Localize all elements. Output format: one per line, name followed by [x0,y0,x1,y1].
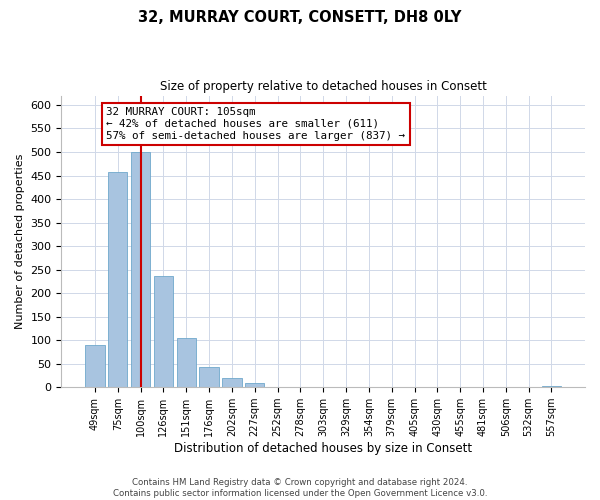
Text: 32 MURRAY COURT: 105sqm
← 42% of detached houses are smaller (611)
57% of semi-d: 32 MURRAY COURT: 105sqm ← 42% of detache… [106,108,406,140]
Bar [222,378,242,387]
Bar [85,345,104,387]
Bar [131,152,150,387]
Bar [542,386,561,387]
Bar [245,382,265,387]
Text: 32, MURRAY COURT, CONSETT, DH8 0LY: 32, MURRAY COURT, CONSETT, DH8 0LY [139,10,461,25]
Bar [176,338,196,387]
X-axis label: Distribution of detached houses by size in Consett: Distribution of detached houses by size … [174,442,472,455]
Bar [199,366,219,387]
Title: Size of property relative to detached houses in Consett: Size of property relative to detached ho… [160,80,487,93]
Bar [108,172,127,387]
Y-axis label: Number of detached properties: Number of detached properties [15,154,25,329]
Text: Contains HM Land Registry data © Crown copyright and database right 2024.
Contai: Contains HM Land Registry data © Crown c… [113,478,487,498]
Bar [154,276,173,387]
